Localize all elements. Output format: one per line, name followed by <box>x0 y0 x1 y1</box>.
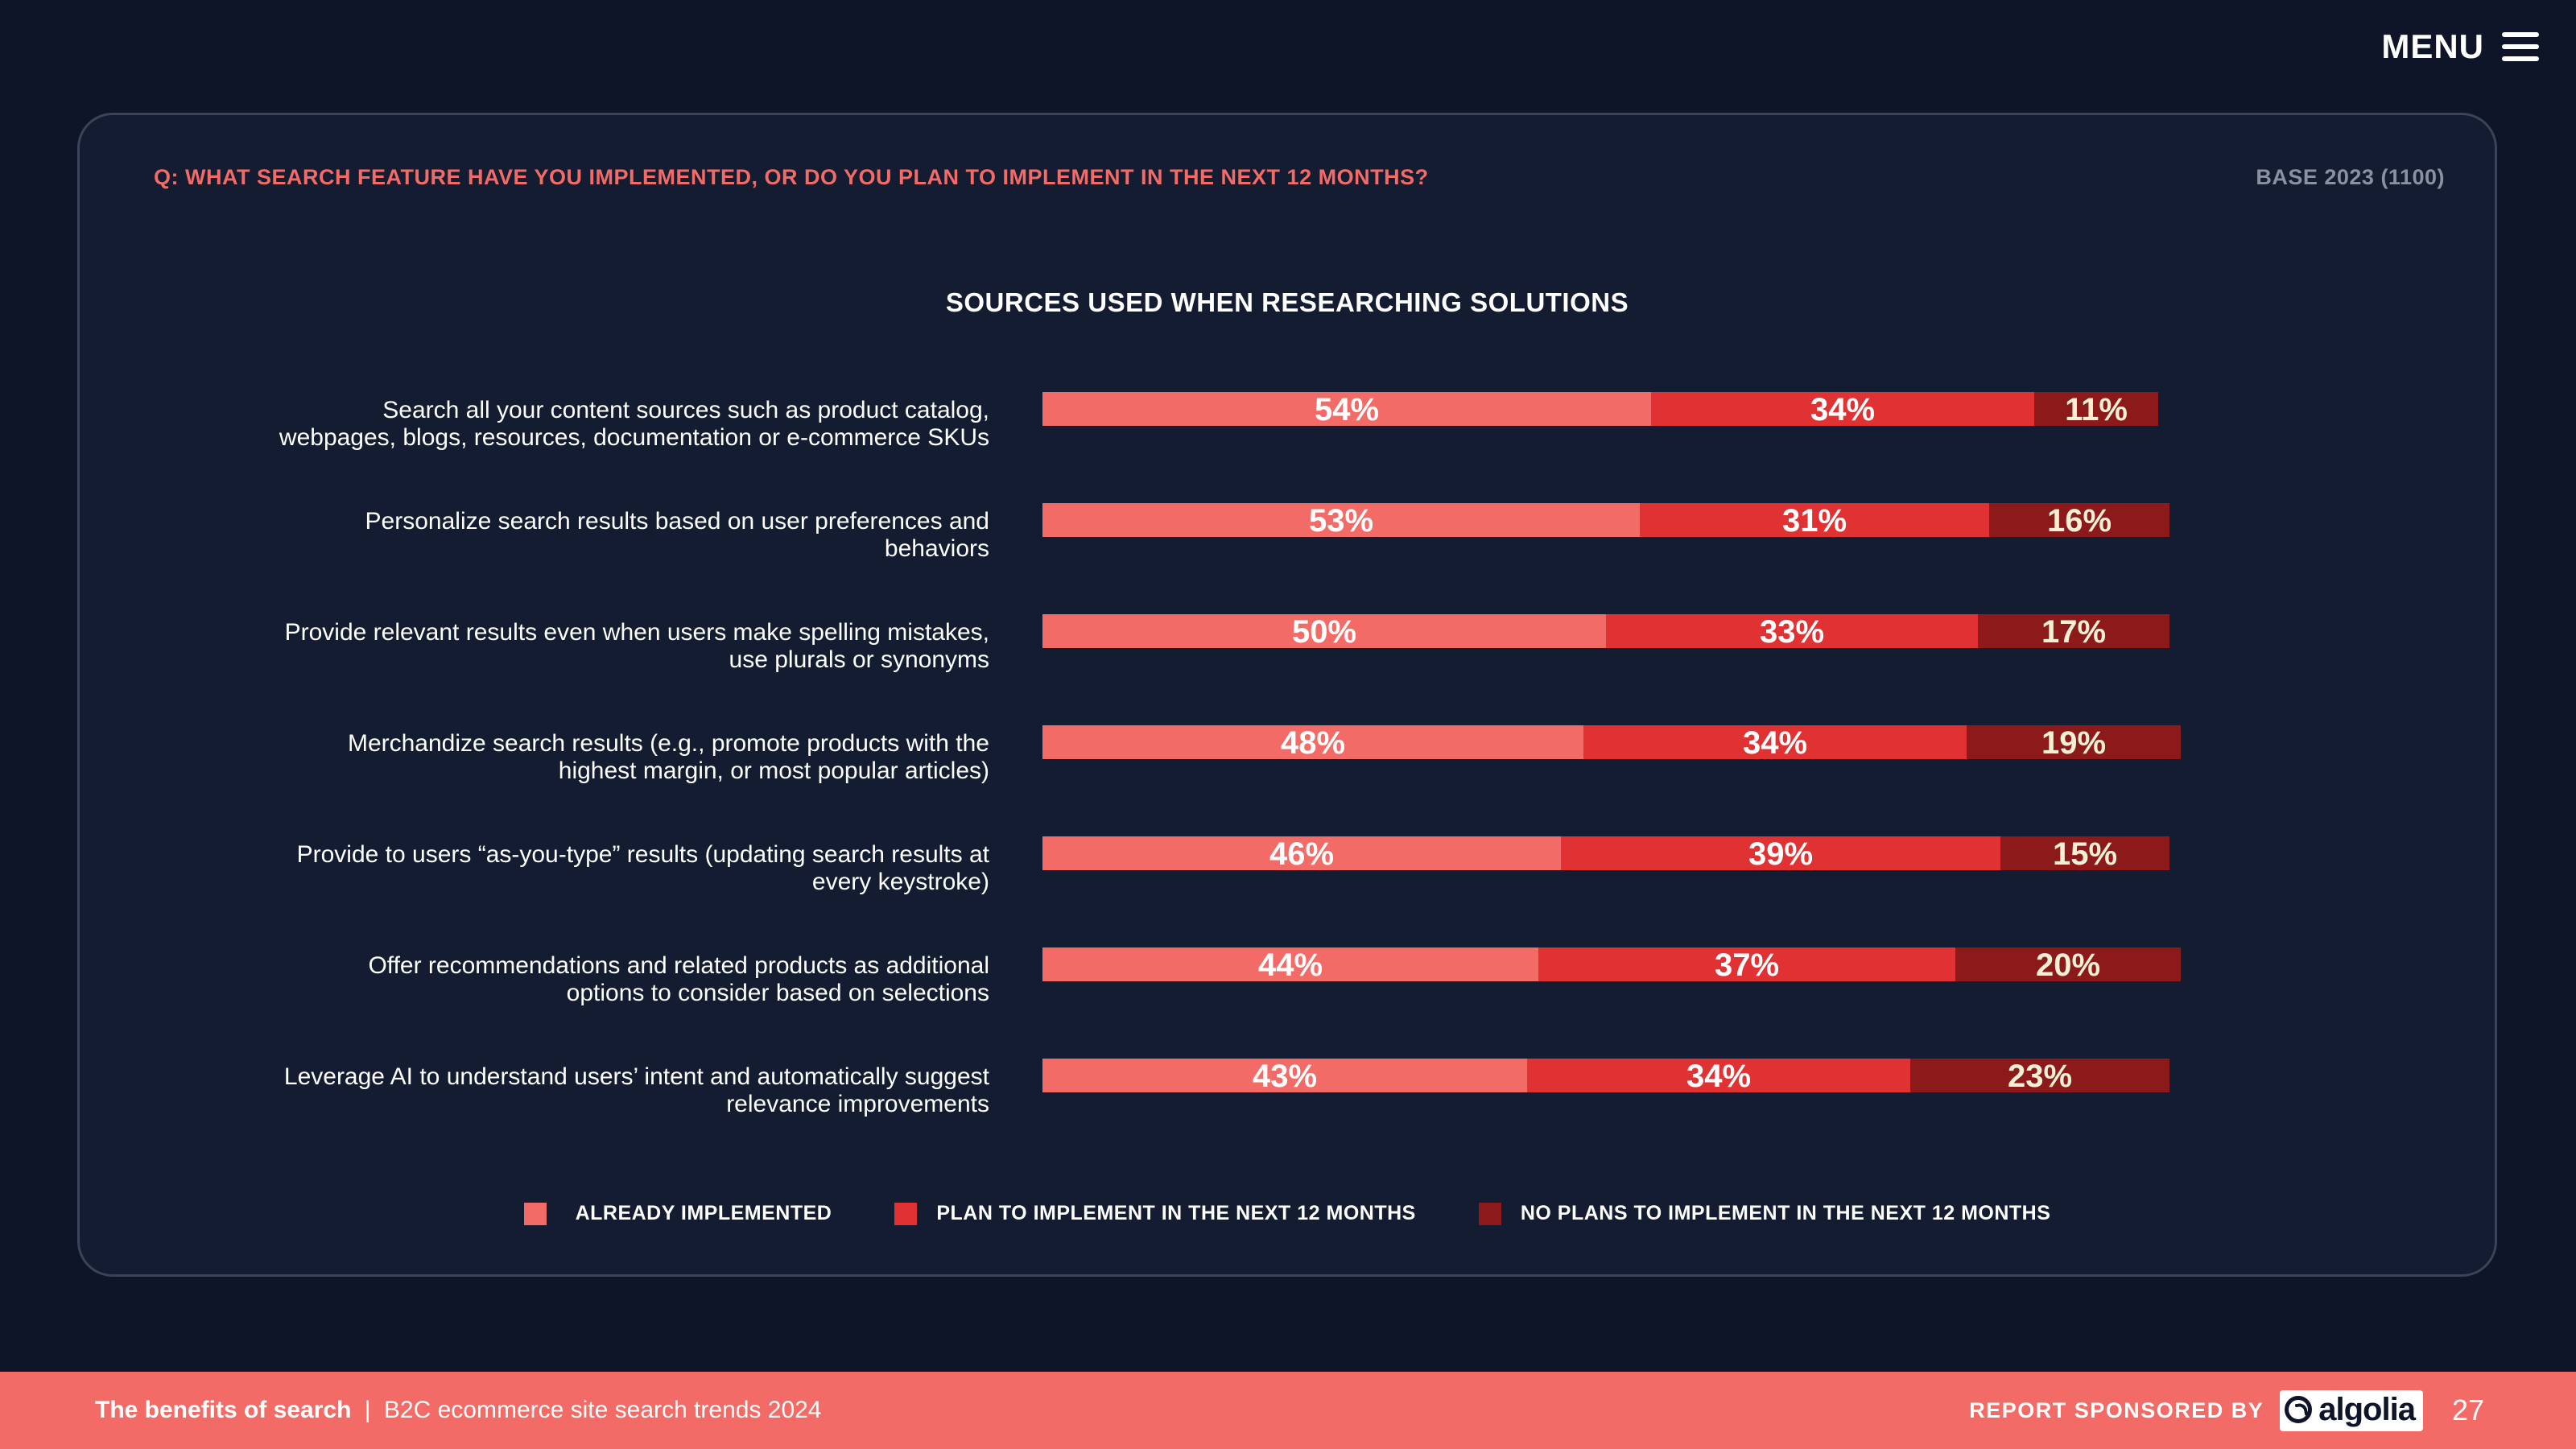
footer-report-title[interactable]: The benefits of search | B2C ecommerce s… <box>95 1397 822 1424</box>
legend-swatch-no-plans <box>1478 1202 1501 1225</box>
bar-segment <box>1042 1059 1527 1092</box>
bar-value-label: 34% <box>1810 392 1875 427</box>
row-label: Offer recommendations and related produc… <box>368 952 989 979</box>
chart-legend: ALREADY IMPLEMENTED PLAN TO IMPLEMENT IN… <box>80 1202 2495 1225</box>
bar-value-label: 17% <box>2041 614 2106 650</box>
footer-separator: | <box>364 1397 371 1423</box>
bar-segment <box>1583 725 1967 759</box>
bar-segment <box>1042 836 1561 870</box>
legend-item-plan: PLAN TO IMPLEMENT IN THE NEXT 12 MONTHS <box>894 1202 1415 1225</box>
row-label: relevance improvements <box>726 1091 989 1117</box>
chart-card: Q: WHAT SEARCH FEATURE HAVE YOU IMPLEMEN… <box>77 113 2497 1277</box>
legend-swatch-already <box>523 1202 547 1225</box>
row-label: webpages, blogs, resources, documentatio… <box>279 424 989 451</box>
footer-title-bold: The benefits of search <box>95 1397 352 1423</box>
stacked-bar-chart: Search all your content sources such as … <box>279 392 2181 1117</box>
bar-segment <box>1042 947 1538 981</box>
chart-title: SOURCES USED WHEN RESEARCHING SOLUTIONS <box>945 287 1629 317</box>
legend-item-no-plans: NO PLANS TO IMPLEMENT IN THE NEXT 12 MON… <box>1478 1202 2051 1225</box>
bar-segment <box>2000 836 2169 870</box>
bar-value-label: 20% <box>2036 947 2100 983</box>
row-label: behaviors <box>885 535 989 562</box>
bar-segment <box>1606 614 1978 648</box>
sponsor-label: REPORT SPONSORED BY <box>1969 1397 2264 1422</box>
row-label: use plurals or synonyms <box>729 646 989 673</box>
bar-segment <box>1538 947 1955 981</box>
bar-segment <box>1651 392 2034 426</box>
bar-segment <box>1527 1059 1910 1092</box>
row-label: Search all your content sources such as … <box>382 397 989 423</box>
footer-bar: The benefits of search | B2C ecommerce s… <box>0 1372 2576 1449</box>
bar-segment <box>2034 392 2158 426</box>
algolia-logo[interactable]: algolia <box>2280 1389 2423 1431</box>
menu-button[interactable]: MENU <box>2381 27 2539 66</box>
legend-swatch-plan <box>894 1202 918 1225</box>
bar-value-label: 48% <box>1281 725 1345 761</box>
algolia-mark-icon <box>2285 1396 2313 1423</box>
bar-value-label: 23% <box>2008 1059 2072 1094</box>
bar-value-label: 43% <box>1253 1059 1317 1094</box>
footer-subtitle: B2C ecommerce site search trends 2024 <box>383 1397 822 1423</box>
bar-value-label: 46% <box>1269 836 1334 872</box>
menu-label: MENU <box>2381 27 2484 65</box>
row-label: Provide to users “as-you-type” results (… <box>297 841 990 868</box>
bar-segment <box>1640 503 1989 537</box>
bar-segment <box>1561 836 2000 870</box>
bar-value-label: 34% <box>1686 1059 1751 1094</box>
bar-value-label: 54% <box>1315 392 1379 427</box>
bar-segment <box>1042 614 1606 648</box>
bar-value-label: 44% <box>1258 947 1323 983</box>
bar-segment <box>1042 503 1640 537</box>
bar-value-label: 33% <box>1760 614 1824 650</box>
row-label: options to consider based on selections <box>567 980 989 1006</box>
bar-segment <box>1978 614 2169 648</box>
bar-segment <box>1989 503 2169 537</box>
bar-segment <box>1042 392 1651 426</box>
legend-label-plan: PLAN TO IMPLEMENT IN THE NEXT 12 MONTHS <box>936 1202 1416 1224</box>
base-sample-size: BASE 2023 (1100) <box>2256 165 2445 189</box>
bar-value-label: 39% <box>1748 836 1813 872</box>
survey-question: Q: WHAT SEARCH FEATURE HAVE YOU IMPLEMEN… <box>154 165 1429 189</box>
bar-segment <box>1910 1059 2169 1092</box>
row-label: Leverage AI to understand users’ intent … <box>284 1063 990 1090</box>
algolia-logo-text: algolia <box>2318 1391 2416 1427</box>
bar-value-label: 11% <box>2065 392 2128 427</box>
legend-item-already: ALREADY IMPLEMENTED <box>523 1202 832 1225</box>
bar-value-label: 50% <box>1292 614 1356 650</box>
row-label: Personalize search results based on user… <box>365 508 989 535</box>
row-label: highest margin, or most popular articles… <box>559 758 989 784</box>
legend-label-already: ALREADY IMPLEMENTED <box>575 1202 832 1224</box>
footer-sponsor: REPORT SPONSORED BY algolia 27 <box>1969 1389 2484 1431</box>
bar-segment <box>1955 947 2181 981</box>
bar-segment <box>1967 725 2181 759</box>
legend-label-no-plans: NO PLANS TO IMPLEMENT IN THE NEXT 12 MON… <box>1520 1202 2051 1224</box>
row-label: Merchandize search results (e.g., promot… <box>348 730 989 757</box>
bar-value-label: 31% <box>1782 503 1847 539</box>
bar-value-label: 16% <box>2047 503 2112 539</box>
bar-value-label: 15% <box>2053 836 2117 872</box>
bar-value-label: 34% <box>1743 725 1807 761</box>
hamburger-menu-icon <box>2502 32 2539 61</box>
row-label: every keystroke) <box>812 869 989 895</box>
bar-value-label: 37% <box>1715 947 1779 983</box>
row-label: Provide relevant results even when users… <box>285 619 989 646</box>
bar-value-label: 19% <box>2041 725 2106 761</box>
bar-value-label: 53% <box>1309 503 1373 539</box>
bar-segment <box>1042 725 1583 759</box>
page-number: 27 <box>2451 1393 2484 1426</box>
